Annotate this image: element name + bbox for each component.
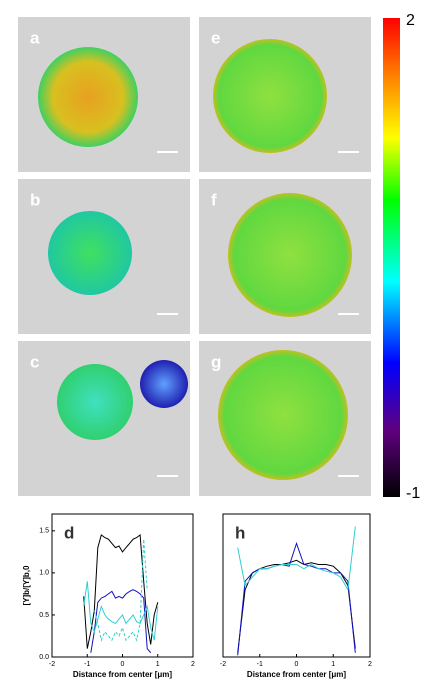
x-tick-label: 1 [156,661,160,668]
y-axis-label: [Y]b/[Y]b,0 [22,565,31,606]
x-tick-label: -1 [257,661,263,668]
panel-label: c [30,352,39,371]
colorbar [383,18,400,497]
cell-image [140,360,188,408]
panel-label: b [30,190,40,209]
panel-label: e [211,28,220,47]
cell-image [48,211,132,295]
panel-label: h [235,523,245,542]
x-tick-label: -2 [220,661,226,668]
panel-label: a [30,28,40,47]
y-tick-label: 1.5 [39,528,49,535]
x-tick-label: 0 [121,661,125,668]
y-tick-label: 0.5 [39,612,49,619]
x-tick-label: 0 [295,661,299,668]
data-line [93,539,148,642]
data-line [237,541,356,656]
panel-label: g [211,352,221,371]
panel-label: d [64,523,74,542]
colorbar-tick-label: -1 [406,485,420,502]
x-tick-label: 1 [331,661,335,668]
panel-label: f [211,190,217,209]
x-tick-label: 2 [368,661,372,668]
data-line [237,526,356,592]
data-line [90,589,152,654]
x-tick-label: -1 [84,661,90,668]
data-line [83,534,159,649]
y-tick-label: 1.0 [39,570,49,577]
cell-image [38,47,138,147]
y-tick-label: 0.0 [39,654,49,661]
x-tick-label: 2 [191,661,195,668]
cell-image [228,193,352,317]
cell-image [213,39,327,153]
cell-image [218,350,348,480]
data-line [83,581,159,641]
colorbar-tick-label: 2 [406,12,415,29]
x-tick-label: -2 [49,661,55,668]
x-axis-label: Distance from center [μm] [73,670,172,679]
x-axis-label: Distance from center [μm] [247,670,346,679]
cell-image [57,364,133,440]
